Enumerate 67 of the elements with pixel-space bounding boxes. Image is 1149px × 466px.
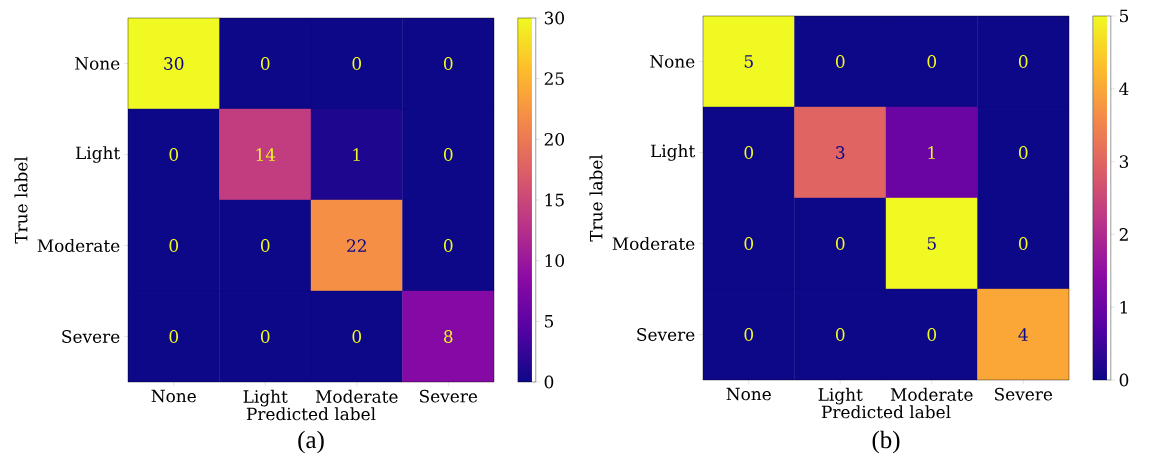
data-label: 0: [443, 239, 453, 252]
data-label: 8: [444, 330, 453, 343]
x-tick-label: Moderate: [315, 389, 398, 403]
text: (a): [298, 430, 324, 454]
data-label: 1: [928, 146, 935, 159]
data-label: 0: [443, 57, 453, 70]
color-bar-label: 25: [544, 72, 564, 86]
data-label: 5: [927, 237, 936, 250]
y-tick-label: Severe: [62, 330, 120, 343]
x-tick-label: None: [151, 389, 196, 403]
data-label: 0: [835, 328, 845, 341]
data-label: 0: [352, 57, 362, 70]
y-tick-label: Moderate: [612, 236, 695, 251]
data-label: 0: [1018, 55, 1028, 68]
x-tick-label: Severe: [420, 389, 478, 403]
data-label: 0: [744, 237, 754, 250]
x-axis-title: Predicted label: [246, 407, 376, 421]
data-label: 0: [835, 237, 845, 250]
color-bar-label: 0: [1119, 373, 1129, 387]
y-tick-label: None: [650, 55, 695, 68]
y-tick-label: Light: [650, 144, 696, 161]
data-label: 0: [744, 328, 754, 341]
data-label: 3: [836, 146, 845, 159]
data-label: 30: [164, 57, 184, 70]
y-tick-label: Moderate: [37, 238, 120, 253]
color-bar-label: 30: [544, 11, 564, 25]
data-label: 0: [927, 55, 937, 68]
y-tick-label: Light: [75, 146, 121, 163]
data-label: 1: [353, 148, 360, 161]
data-label: 22: [347, 239, 366, 252]
data-label: 0: [1018, 146, 1028, 159]
data-label: 0: [169, 330, 179, 343]
x-tick-label: Severe: [995, 387, 1053, 401]
x-tick-label: Light: [243, 389, 288, 407]
x-tick-label: Moderate: [890, 387, 973, 401]
x-axis-title: Predicted label: [821, 405, 951, 419]
color-bar-label: 10: [545, 254, 564, 268]
y-axis-title: True label: [589, 154, 603, 242]
data-label: 0: [352, 330, 362, 343]
data-label: 0: [169, 148, 179, 161]
data-label: 0: [260, 57, 270, 70]
color-bar-label: 4: [1119, 82, 1129, 96]
y-tick-label: None: [75, 57, 120, 70]
data-label: 0: [260, 330, 270, 343]
color-bar-label: 15: [545, 193, 564, 207]
x-tick-label: None: [726, 387, 771, 401]
y-tick-label: Severe: [637, 328, 695, 341]
text: (b): [872, 430, 900, 454]
data-label: 0: [744, 146, 754, 159]
y-axis-title: True label: [14, 156, 28, 244]
data-label: 0: [443, 148, 453, 161]
color-bar-label: 5: [545, 315, 554, 328]
data-label: 0: [835, 55, 845, 68]
data-label: 0: [1018, 237, 1028, 250]
data-label: 4: [1018, 328, 1028, 341]
data-label: 0: [927, 328, 937, 341]
data-label: 14: [256, 148, 276, 161]
color-bar-label: 5: [1120, 9, 1129, 23]
data-label: 0: [260, 239, 270, 252]
data-label: 5: [744, 55, 753, 68]
color-bar-label: 0: [544, 375, 554, 389]
color-bar-label: 3: [1119, 155, 1129, 168]
color-bar-label: 2: [1119, 228, 1128, 241]
color-bar-label: 1: [1120, 300, 1127, 314]
data-label: 0: [169, 239, 179, 252]
x-tick-label: Light: [818, 387, 863, 405]
color-bar-label: 20: [544, 132, 564, 146]
